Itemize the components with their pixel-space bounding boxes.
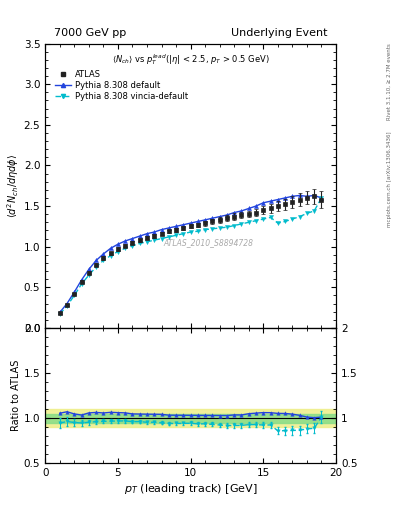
- Text: $\langle N_{ch}\rangle$ vs $p_T^{lead}$(|$\eta$| < 2.5, $p_T$ > 0.5 GeV): $\langle N_{ch}\rangle$ vs $p_T^{lead}$(…: [112, 52, 270, 67]
- Legend: ATLAS, Pythia 8.308 default, Pythia 8.308 vincia-default: ATLAS, Pythia 8.308 default, Pythia 8.30…: [52, 68, 190, 104]
- Y-axis label: $\langle d^2 N_{ch}/d\eta d\phi \rangle$: $\langle d^2 N_{ch}/d\eta d\phi \rangle$: [5, 154, 21, 218]
- Bar: [45, 409, 336, 427]
- Text: mcplots.cern.ch [arXiv:1306.3436]: mcplots.cern.ch [arXiv:1306.3436]: [387, 132, 392, 227]
- Text: Underlying Event: Underlying Event: [231, 28, 327, 38]
- Y-axis label: Ratio to ATLAS: Ratio to ATLAS: [11, 360, 21, 431]
- Bar: [45, 414, 336, 423]
- Text: ATLAS_2010_S8894728: ATLAS_2010_S8894728: [163, 238, 253, 247]
- Text: 7000 GeV pp: 7000 GeV pp: [54, 28, 126, 38]
- X-axis label: $p_T$ (leading track) [GeV]: $p_T$ (leading track) [GeV]: [124, 482, 257, 497]
- Text: Rivet 3.1.10, ≥ 2.7M events: Rivet 3.1.10, ≥ 2.7M events: [387, 44, 392, 120]
